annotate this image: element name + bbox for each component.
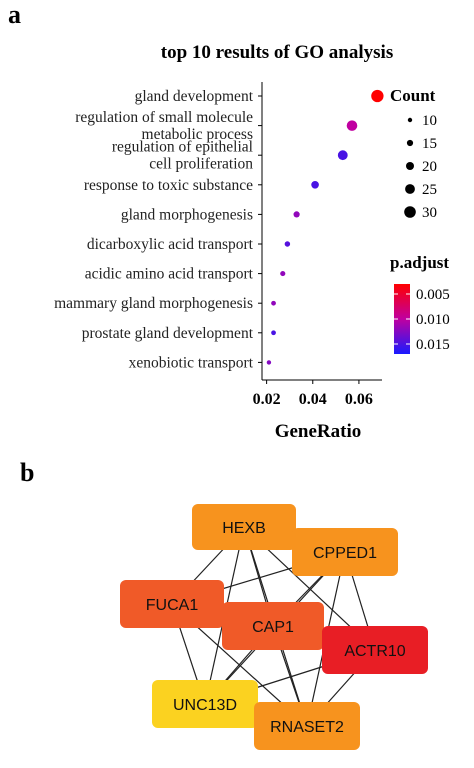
node-box [322, 626, 428, 674]
legend-count-dot [404, 206, 416, 218]
colorbar-label: 0.005 [416, 287, 450, 303]
y-tick-label: prostate gland development [82, 325, 254, 342]
node-label: ACTR10 [344, 643, 405, 660]
padjust-colorbar [394, 284, 410, 354]
x-tick-label: 0.02 [253, 391, 281, 408]
network-node[interactable]: UNC13D [152, 680, 258, 728]
node-label: UNC13D [173, 697, 237, 714]
legend-count-dot [406, 162, 414, 170]
network-node[interactable]: CPPED1 [292, 528, 398, 576]
network-node[interactable]: CAP1 [222, 602, 324, 650]
data-point [266, 360, 272, 365]
legend-count-label: 20 [422, 159, 437, 175]
panel-label-b: b [20, 458, 35, 487]
y-tick-label: regulation of small molecule [75, 109, 253, 126]
y-tick-label: dicarboxylic acid transport [87, 236, 254, 253]
node-box [192, 504, 296, 550]
x-tick-label: 0.04 [299, 391, 327, 408]
node-box [254, 702, 360, 750]
y-tick-label: metabolic process [142, 126, 253, 143]
data-point [293, 211, 300, 218]
data-point [284, 241, 291, 247]
y-tick-label: mammary gland morphogenesis [54, 295, 253, 312]
legend-count-dot [406, 139, 414, 147]
y-tick-label: cell proliferation [149, 156, 253, 173]
legend-count-dot [405, 184, 415, 194]
node-label: FUCA1 [146, 597, 199, 614]
legend-count-label: 10 [422, 113, 437, 129]
node-label: HEXB [222, 520, 266, 537]
legend-count-label: 15 [422, 136, 437, 152]
colorbar-label: 0.010 [416, 312, 450, 328]
node-box [152, 680, 258, 728]
colorbar-label: 0.015 [416, 337, 450, 353]
data-point [346, 120, 358, 131]
x-axis-title: GeneRatio [275, 421, 362, 442]
y-tick-label: gland morphogenesis [121, 206, 253, 223]
network-node[interactable]: ACTR10 [322, 626, 428, 674]
y-tick-label: xenobiotic transport [129, 354, 254, 371]
data-point [337, 150, 348, 161]
node-box [292, 528, 398, 576]
y-tick-label: response to toxic substance [84, 177, 253, 194]
y-tick-label: acidic amino acid transport [85, 266, 254, 283]
node-box [120, 580, 224, 628]
node-label: CAP1 [252, 619, 294, 636]
data-point [311, 180, 319, 189]
legend-padjust-title: p.adjust [390, 253, 449, 272]
network-node[interactable]: RNASET2 [254, 702, 360, 750]
legend-count-label: 30 [422, 205, 437, 221]
data-point [371, 89, 384, 103]
network-node[interactable]: HEXB [192, 504, 296, 550]
panel-label-a: a [8, 0, 21, 29]
data-point [271, 300, 276, 306]
y-tick-label: regulation of epithelial [112, 139, 253, 156]
legend-count-label: 25 [422, 182, 437, 198]
legend-count-title: Count [390, 86, 436, 105]
chart-title: top 10 results of GO analysis [160, 42, 394, 63]
node-label: RNASET2 [270, 719, 344, 736]
data-point [271, 330, 276, 336]
x-tick-label: 0.06 [345, 391, 373, 408]
ppi-network: HEXB CPPED1 FUCA1 CAP1 ACTR10 UNC13D RNASET2 [120, 504, 428, 750]
node-box [222, 602, 324, 650]
go-dotplot: gland development regulation of small mol… [54, 82, 450, 442]
legend-count-dot [407, 117, 413, 123]
data-point [280, 271, 286, 277]
network-node[interactable]: FUCA1 [120, 580, 224, 628]
node-label: CPPED1 [313, 545, 377, 562]
y-tick-label: gland development [135, 88, 254, 105]
